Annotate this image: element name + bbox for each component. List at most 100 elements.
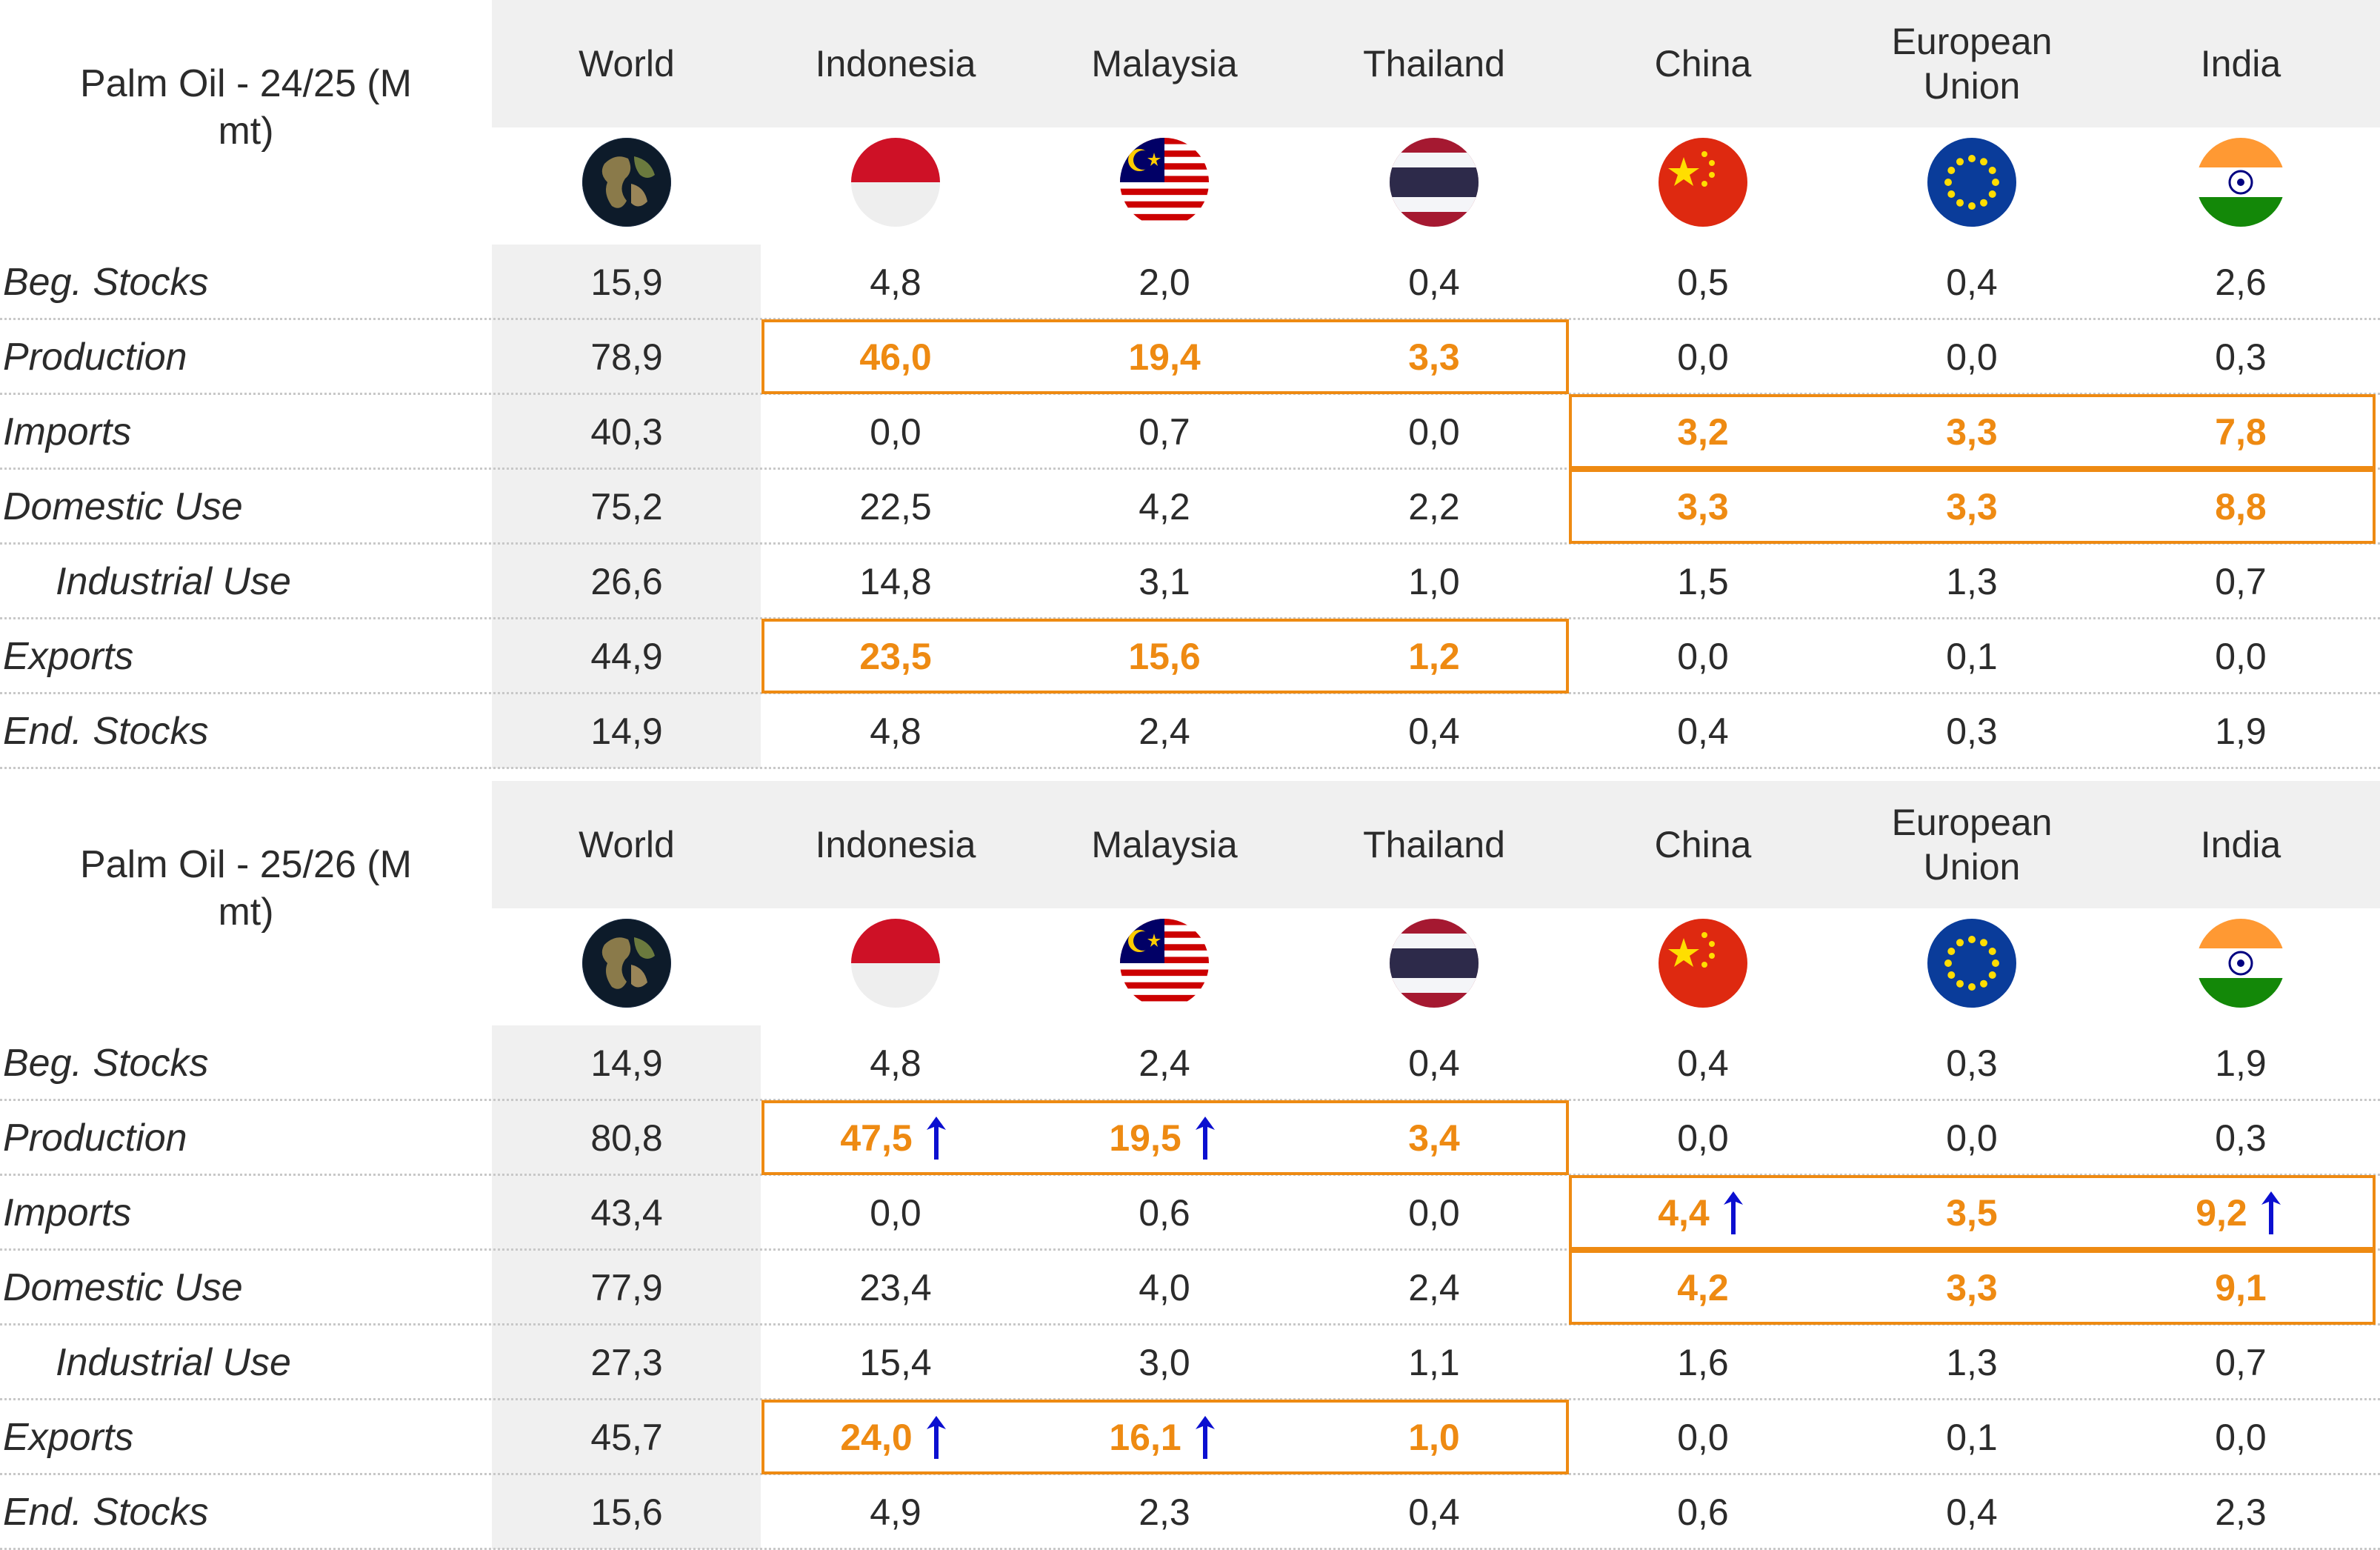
table-cell: 3,3 (1408, 336, 1460, 378)
table-cell: 1,9 (2215, 1042, 2267, 1084)
table-cell: 0,0 (870, 410, 921, 453)
row-label: Beg. Stocks (3, 260, 209, 304)
table-cell: 2,3 (1139, 1491, 1190, 1533)
column-header: China (1654, 43, 1752, 84)
table-cell: 0,4 (1677, 1042, 1729, 1084)
row-label: Imports (3, 410, 132, 453)
table-cell: 3,0 (1139, 1341, 1190, 1383)
china-flag-icon (1659, 138, 1747, 230)
table-cell: 3,3 (1946, 485, 1998, 528)
table-cell: 3,2 (1677, 410, 1729, 453)
table-cell: 1,9 (2215, 710, 2267, 752)
table-cell: 4,0 (1139, 1266, 1190, 1308)
row-label: Imports (3, 1191, 132, 1234)
table-cell: 4,8 (870, 261, 921, 303)
world-column-background (492, 245, 761, 768)
row-divider (0, 1099, 2380, 1101)
table-cell: 8,8 (2215, 485, 2267, 528)
table-cell: 23,5 (859, 635, 932, 677)
table-cell: 0,1 (1946, 635, 1998, 677)
table-cell: 7,8 (2215, 410, 2267, 453)
table-cell: 16,1 (1030, 1400, 1299, 1474)
row-divider (0, 1248, 2380, 1251)
table-cell: 0,0 (1677, 1416, 1729, 1458)
up-arrow-icon (926, 1415, 946, 1459)
table-cell: 9,2 (2107, 1175, 2376, 1250)
table-cell: 2,4 (1139, 1042, 1190, 1084)
highlight-box (761, 619, 1569, 693)
table-cell: 1,6 (1677, 1341, 1729, 1383)
table-cell: 0,7 (1139, 410, 1190, 453)
row-label: Production (3, 335, 187, 379)
table-cell: 0,0 (1408, 1191, 1460, 1234)
table-cell: 0,7 (2215, 560, 2267, 602)
table-cell: 0,5 (1677, 261, 1729, 303)
table-cell: 0,0 (1408, 410, 1460, 453)
row-label: End. Stocks (3, 1490, 209, 1534)
column-header: India (2200, 824, 2281, 865)
eu-flag-icon (1927, 138, 2016, 230)
table-cell: 0,3 (1946, 710, 1998, 752)
table-cell: 15,4 (859, 1341, 932, 1383)
table-cell: 4,4 (1569, 1175, 1838, 1250)
up-arrow-icon (1723, 1191, 1743, 1234)
column-header: European Union (1891, 802, 2053, 888)
table-cell: 3,5 (1946, 1191, 1998, 1234)
table-cell: 4,2 (1139, 485, 1190, 528)
row-label: Domestic Use (3, 1265, 243, 1309)
table-cell: 3,4 (1408, 1117, 1460, 1159)
table-cell: 1,3 (1946, 560, 1998, 602)
table-cell: 1,0 (1408, 560, 1460, 602)
table-cell: 4,2 (1677, 1266, 1729, 1308)
highlight-box (761, 1100, 1569, 1175)
row-divider (0, 1398, 2380, 1400)
table-cell: 2,6 (2215, 261, 2267, 303)
row-label: Industrial Use (56, 1340, 291, 1384)
globe-icon (582, 919, 671, 1011)
table-cell: 0,4 (1946, 1491, 1998, 1533)
table-cell: 0,4 (1408, 1042, 1460, 1084)
table-cell: 75,2 (590, 485, 663, 528)
table-cell: 0,3 (2215, 1117, 2267, 1159)
column-header: India (2200, 43, 2281, 84)
column-header: Thailand (1363, 43, 1505, 84)
row-divider (0, 767, 2380, 769)
table-cell: 1,2 (1408, 635, 1460, 677)
table-cell: 3,3 (1946, 410, 1998, 453)
row-label: Beg. Stocks (3, 1041, 209, 1085)
table-cell: 26,6 (590, 560, 663, 602)
table-cell: 80,8 (590, 1117, 663, 1159)
table-cell: 15,9 (590, 261, 663, 303)
table-cell: 23,4 (859, 1266, 932, 1308)
table-cell: 0,4 (1408, 710, 1460, 752)
table-cell: 45,7 (590, 1416, 663, 1458)
table-cell: 24,0 (761, 1400, 1030, 1474)
malaysia-flag-icon (1120, 138, 1209, 230)
up-arrow-icon (1195, 1415, 1215, 1459)
table-cell: 2,3 (2215, 1491, 2267, 1533)
row-divider (0, 468, 2380, 470)
table-title: Palm Oil - 25/26 (M mt) (80, 843, 412, 934)
table-cell: 2,2 (1408, 485, 1460, 528)
row-label: Domestic Use (3, 485, 243, 528)
table-cell: 46,0 (859, 336, 932, 378)
column-header: European Union (1891, 21, 2053, 107)
table-cell: 0,0 (1677, 635, 1729, 677)
row-label: Exports (3, 634, 134, 678)
table-cell: 3,3 (1946, 1266, 1998, 1308)
indonesia-flag-icon (851, 919, 940, 1011)
table-cell: 0,4 (1946, 261, 1998, 303)
column-header: World (579, 824, 675, 865)
row-label: Industrial Use (56, 559, 291, 603)
header-background (492, 0, 2380, 127)
table-cell: 15,6 (590, 1491, 663, 1533)
row-label: Production (3, 1116, 187, 1160)
table-cell: 0,6 (1139, 1191, 1190, 1234)
india-flag-icon (2196, 138, 2285, 230)
table-cell: 14,9 (590, 1042, 663, 1084)
table-cell: 0,0 (1946, 336, 1998, 378)
table-cell: 2,4 (1139, 710, 1190, 752)
table-cell: 4,9 (870, 1491, 921, 1533)
table-cell: 44,9 (590, 635, 663, 677)
table-cell: 77,9 (590, 1266, 663, 1308)
